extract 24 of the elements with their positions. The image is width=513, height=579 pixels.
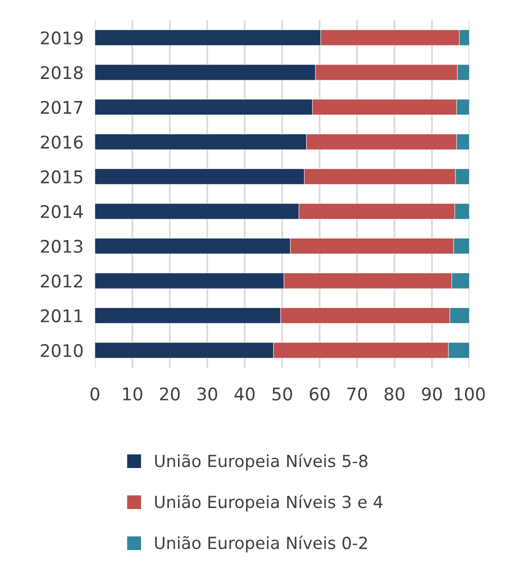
y-tick-label: 2011 — [40, 309, 82, 322]
y-tick-label: 2012 — [40, 274, 82, 288]
x-tick-label: 0 — [90, 387, 100, 401]
x-tick-label: 60 — [310, 387, 330, 401]
legend-label: União Europeia Níveis 5-8 — [155, 454, 368, 470]
x-tick-label: 30 — [198, 387, 218, 401]
x-tick-label: 100 — [454, 387, 485, 401]
legend-label: União Europeia Níveis 3 e 4 — [155, 494, 382, 512]
x-tick-label: 50 — [272, 387, 292, 401]
y-tick-label: 2015 — [40, 170, 82, 184]
y-tick-label: 2010 — [40, 344, 83, 358]
y-tick-label: 2017 — [40, 100, 82, 114]
x-tick-label: 10 — [123, 387, 142, 401]
y-tick-label: 2014 — [40, 205, 83, 218]
y-tick-label: 2019 — [40, 31, 83, 44]
x-tick-label: 40 — [234, 387, 255, 401]
x-tick-label: 70 — [347, 387, 367, 401]
x-tick-label: 20 — [160, 387, 180, 401]
y-tick-label: 2018 — [40, 66, 83, 80]
legend-label: União Europeia Níveis 0-2 — [155, 536, 367, 552]
y-tick-label: 2016 — [40, 136, 83, 149]
x-tick-label: 80 — [384, 387, 404, 401]
y-tick-label: 2013 — [40, 240, 82, 253]
x-tick-label: 90 — [422, 387, 442, 401]
